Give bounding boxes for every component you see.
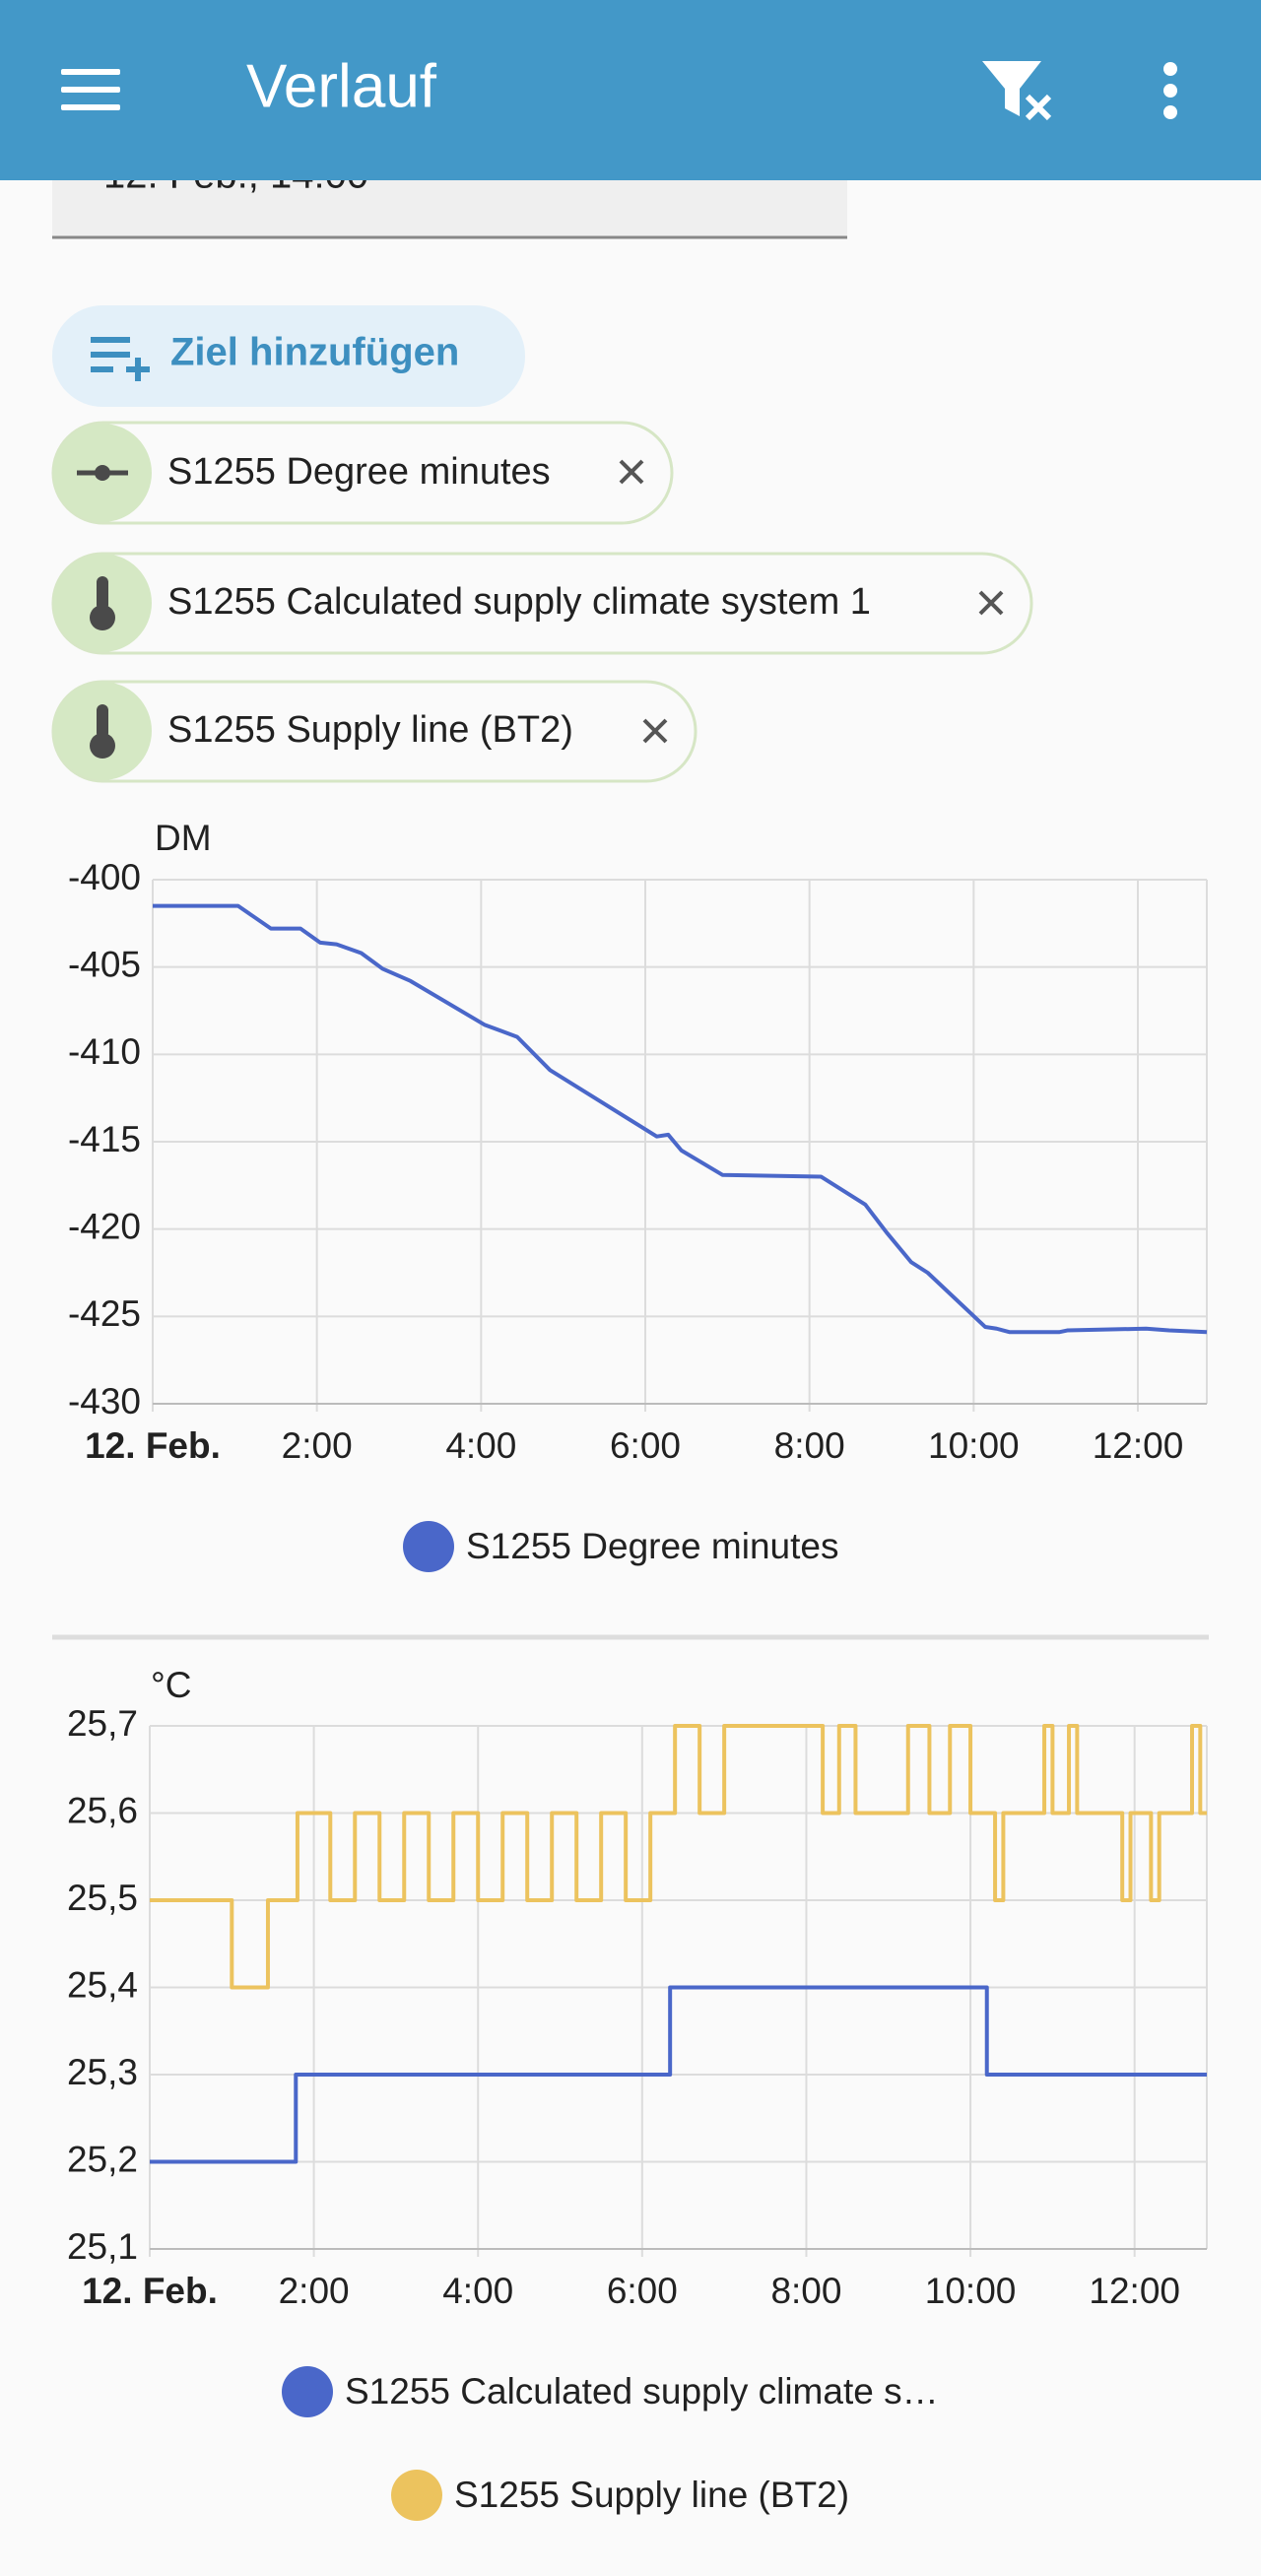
legend-swatch[interactable] (391, 2470, 442, 2521)
y-tick-label: -415 (68, 1119, 141, 1159)
y-tick-label: -430 (68, 1381, 141, 1421)
x-tick-label: 12:00 (1089, 2271, 1180, 2311)
add-target-button[interactable] (52, 305, 525, 407)
legend-swatch[interactable] (403, 1521, 454, 1572)
series-line (150, 1724, 1207, 1990)
y-tick-label: -410 (68, 1031, 141, 1072)
add-target-icon (91, 337, 150, 381)
x-tick-label: 6:00 (610, 1425, 681, 1466)
x-tick-label: 12. Feb. (85, 1425, 221, 1466)
x-tick-label: 10:00 (925, 2271, 1017, 2311)
clear-filter-button[interactable] (982, 61, 1052, 121)
x-tick-label: 10:00 (928, 1425, 1020, 1466)
series-line (153, 903, 1208, 1335)
chip: S1255 Calculated supply climate system 1 (51, 552, 1033, 655)
y-tick-label: 25,7 (67, 1703, 138, 1744)
y-tick-label: 25,2 (67, 2139, 138, 2179)
header-title: Verlauf (246, 52, 437, 120)
x-tick-label: 4:00 (445, 1425, 516, 1466)
chip-label: S1255 Calculated supply climate system 1 (167, 581, 871, 623)
legend-label: S1255 Calculated supply climate s… (345, 2371, 939, 2411)
x-tick-label: 2:00 (279, 2271, 350, 2311)
y-tick-label: -425 (68, 1293, 141, 1334)
y-tick-label: 25,6 (67, 1790, 138, 1830)
y-axis-label: DM (155, 818, 212, 858)
chip-label: S1255 Degree minutes (167, 451, 551, 493)
series-line (150, 1985, 1207, 2164)
x-tick-label: 8:00 (770, 2271, 841, 2311)
y-tick-label: 25,5 (67, 1878, 138, 1918)
add-target-label: Ziel hinzufügen (170, 331, 459, 374)
more-button[interactable] (1163, 62, 1177, 119)
y-tick-label: 25,3 (67, 2052, 138, 2092)
legend-swatch[interactable] (282, 2366, 333, 2417)
legend-label: S1255 Degree minutes (466, 1526, 838, 1566)
chip-remove[interactable] (978, 590, 1004, 616)
chip-remove[interactable] (619, 459, 644, 485)
x-tick-label: 2:00 (282, 1425, 353, 1466)
y-tick-label: 25,1 (67, 2226, 138, 2267)
chip: S1255 Supply line (BT2) (51, 680, 697, 783)
x-tick-label: 6:00 (607, 2271, 678, 2311)
chip-remove[interactable] (642, 718, 668, 744)
legend-label: S1255 Supply line (BT2) (454, 2475, 849, 2515)
y-tick-label: 25,4 (67, 1964, 138, 2005)
y-tick-label: -405 (68, 944, 141, 984)
y-tick-label: -420 (68, 1206, 141, 1246)
y-tick-label: -400 (68, 857, 141, 897)
chip: S1255 Degree minutes (51, 421, 674, 525)
x-tick-label: 12. Feb. (82, 2271, 218, 2311)
x-tick-label: 12:00 (1093, 1425, 1184, 1466)
x-tick-label: 8:00 (774, 1425, 845, 1466)
y-axis-label: °C (151, 1665, 192, 1705)
chip-label: S1255 Supply line (BT2) (167, 709, 573, 751)
app-header (0, 0, 1261, 180)
menu-button[interactable] (61, 69, 120, 110)
x-tick-label: 4:00 (442, 2271, 513, 2311)
